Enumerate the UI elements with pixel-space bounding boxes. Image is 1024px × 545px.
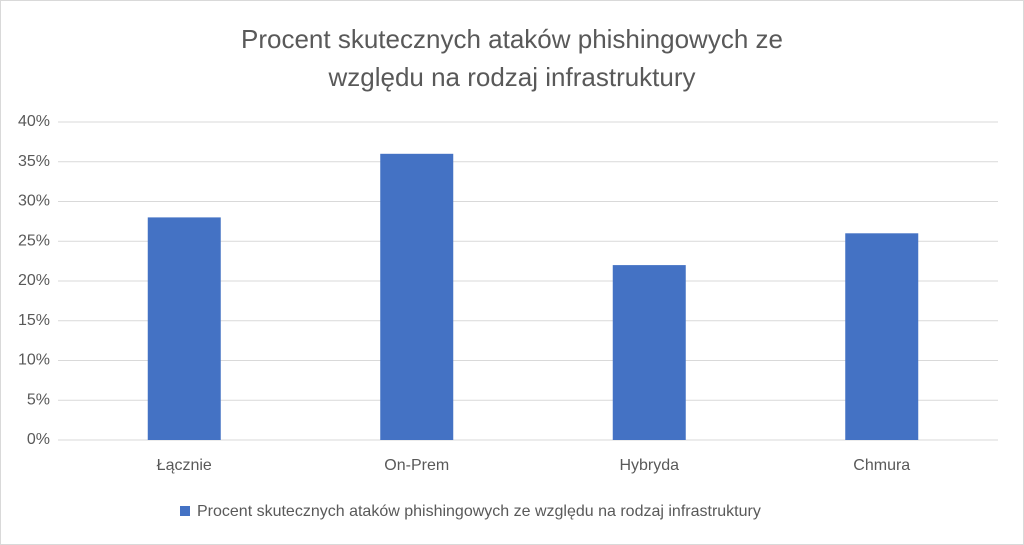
legend-swatch: [180, 506, 190, 516]
bar: [380, 153, 454, 441]
bar: [845, 233, 919, 440]
y-tick-label: 25%: [18, 232, 50, 249]
bar: [612, 265, 686, 440]
x-tick-label: Łącznie: [157, 457, 212, 474]
y-tick-label: 0%: [27, 431, 50, 448]
x-tick-label: On-Prem: [384, 457, 449, 474]
y-tick-label: 15%: [18, 312, 50, 329]
x-tick-label: Chmura: [853, 457, 910, 474]
y-tick-label: 10%: [18, 352, 50, 369]
y-tick-label: 40%: [18, 113, 50, 130]
legend-label: Procent skutecznych ataków phishingowych…: [197, 503, 761, 520]
y-tick-label: 20%: [18, 272, 50, 289]
chart-title: Procent skutecznych ataków phishingowych…: [241, 24, 783, 92]
y-tick-label: 30%: [18, 193, 50, 210]
y-tick-label: 35%: [18, 153, 50, 170]
y-tick-label: 5%: [27, 391, 50, 408]
x-tick-label: Hybryda: [619, 457, 679, 474]
bar: [147, 217, 221, 440]
